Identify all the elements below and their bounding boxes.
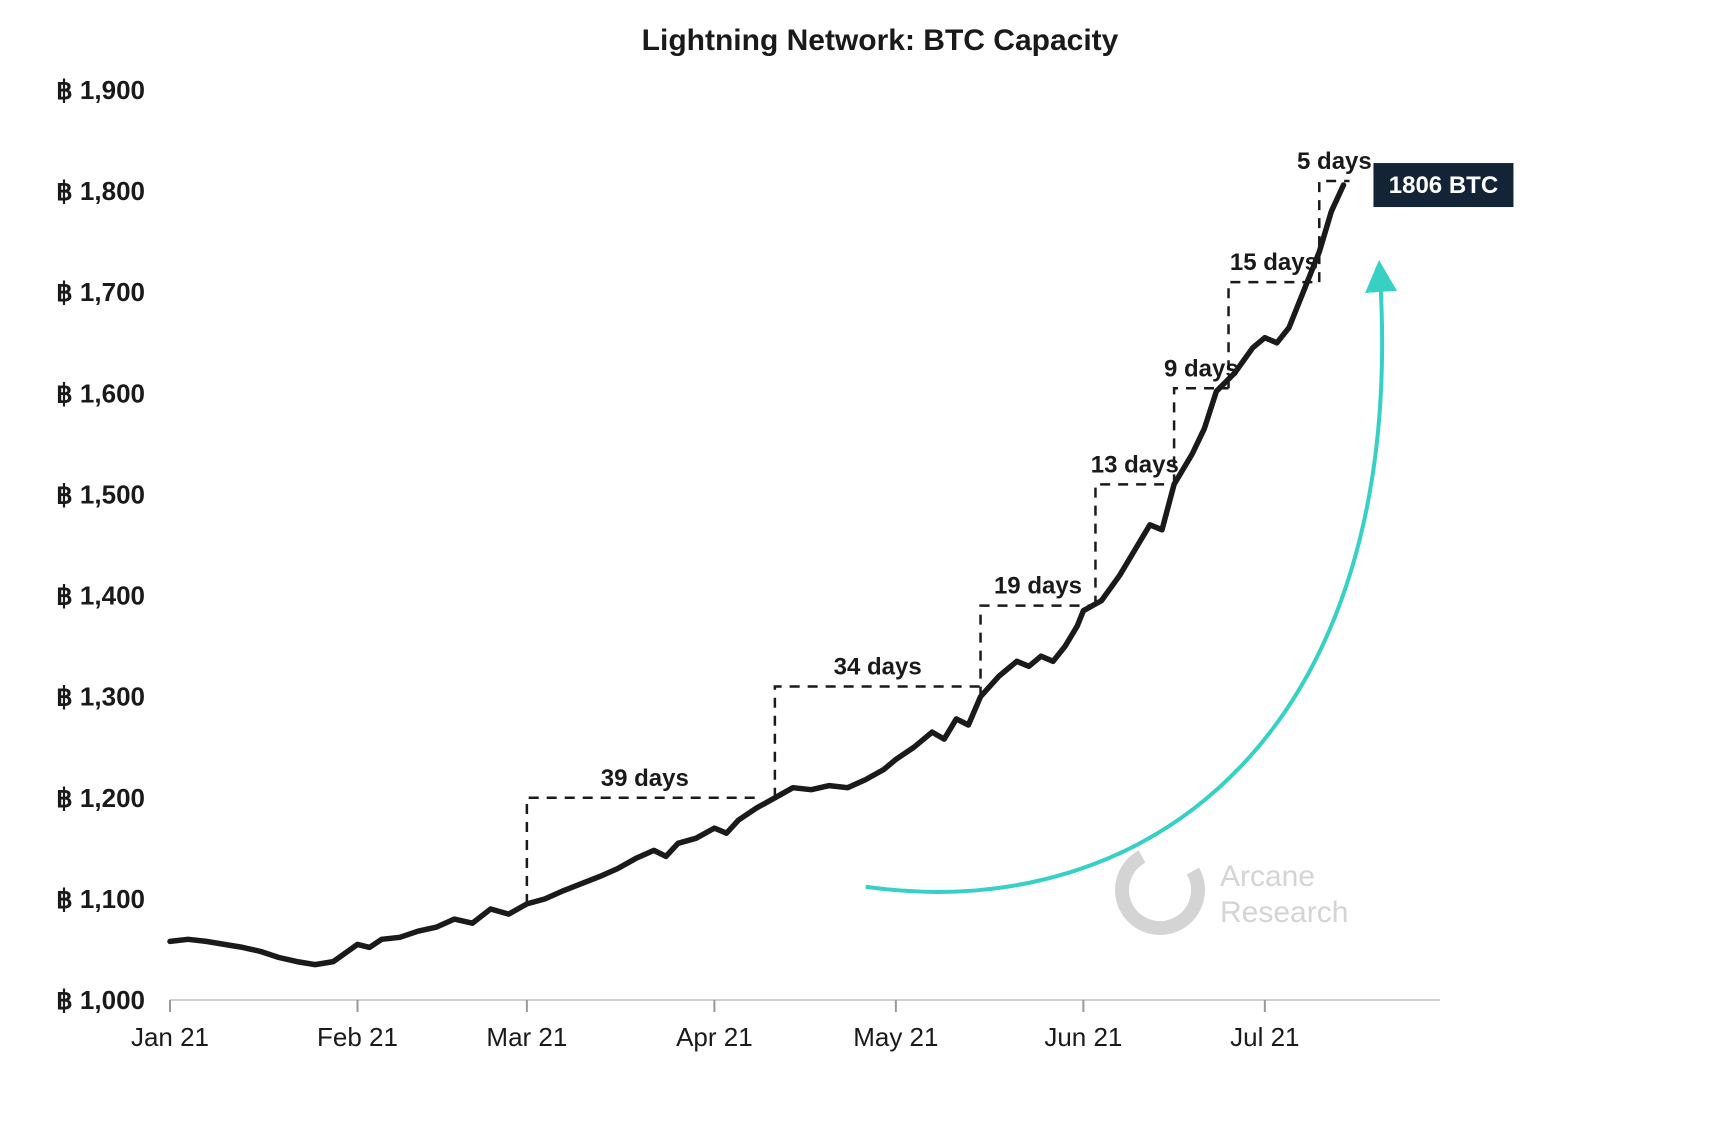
y-tick: ฿ 1,200 <box>56 783 145 813</box>
y-tick-label: ฿ 1,800 <box>56 176 145 206</box>
step-label: 5 days <box>1297 148 1372 175</box>
y-tick-label: ฿ 1,200 <box>56 783 145 813</box>
y-tick-label: ฿ 1,500 <box>56 479 145 509</box>
accent-arrow <box>866 272 1383 892</box>
x-tick-label: Mar 21 <box>486 1022 567 1052</box>
watermark-logo <box>1108 838 1212 942</box>
y-tick-label: ฿ 1,100 <box>56 884 145 914</box>
line-chart: Lightning Network: BTC Capacity ฿ 1,000 ฿ … <box>0 0 1714 1148</box>
step-marker <box>527 798 763 904</box>
step-label: 19 days <box>994 573 1082 600</box>
x-tick-label: Apr 21 <box>676 1022 753 1052</box>
chart-title: Lightning Network: BTC Capacity <box>642 24 1119 57</box>
step-label: 34 days <box>834 654 922 681</box>
watermark-line1: Arcane <box>1220 860 1315 893</box>
step-label: 39 days <box>601 765 689 792</box>
x-tick-label: Jan 21 <box>131 1022 209 1052</box>
y-tick: ฿ 1,100 <box>56 884 145 914</box>
watermark-line2: Research <box>1220 896 1348 929</box>
y-tick: ฿ 1,400 <box>56 581 145 611</box>
y-tick-label: ฿ 1,400 <box>56 581 145 611</box>
y-tick: ฿ 1,000 <box>56 985 145 1015</box>
step-label: 13 days <box>1091 451 1179 478</box>
capacity-line <box>170 185 1344 965</box>
x-tick-label: Jun 21 <box>1044 1022 1122 1052</box>
x-tick-label: May 21 <box>853 1022 938 1052</box>
x-tick-label: Feb 21 <box>317 1022 398 1052</box>
y-tick: ฿ 1,900 <box>56 75 145 105</box>
y-tick: ฿ 1,600 <box>56 378 145 408</box>
y-tick-label: ฿ 1,300 <box>56 682 145 712</box>
x-tick-label: Jul 21 <box>1230 1022 1299 1052</box>
y-tick: ฿ 1,700 <box>56 277 145 307</box>
step-label: 15 days <box>1230 249 1318 276</box>
value-badge-text: 1806 BTC <box>1389 172 1498 199</box>
step-marker <box>775 687 981 798</box>
y-tick: ฿ 1,800 <box>56 176 145 206</box>
y-tick: ฿ 1,500 <box>56 479 145 509</box>
y-tick-label: ฿ 1,000 <box>56 985 145 1015</box>
step-marker <box>1229 282 1320 388</box>
y-tick: ฿ 1,300 <box>56 682 145 712</box>
y-tick-label: ฿ 1,700 <box>56 277 145 307</box>
y-tick-label: ฿ 1,900 <box>56 75 145 105</box>
chart-container: { "chart": { "type": "line", "title": "L… <box>0 0 1714 1148</box>
y-tick-label: ฿ 1,600 <box>56 378 145 408</box>
